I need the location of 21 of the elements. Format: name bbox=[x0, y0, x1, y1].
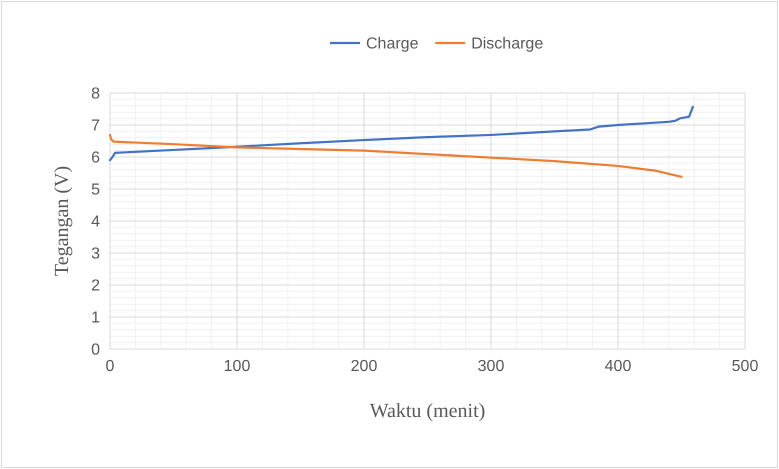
y-tick-label: 4 bbox=[91, 214, 100, 231]
x-tick-label: 200 bbox=[350, 358, 378, 375]
y-tick-label: 7 bbox=[91, 118, 100, 135]
y-tick-label: 8 bbox=[91, 86, 100, 103]
legend-label: Charge bbox=[366, 36, 419, 53]
y-axis-title: Tegangan (V) bbox=[51, 166, 73, 276]
y-tick-label: 0 bbox=[91, 342, 100, 359]
y-tick-label: 1 bbox=[91, 310, 100, 327]
line-series bbox=[108, 106, 694, 162]
legend-label: Discharge bbox=[471, 36, 544, 53]
x-tick-label: 400 bbox=[604, 358, 632, 375]
x-tick-label: 500 bbox=[732, 358, 758, 375]
x-axis-title: Waktu (menit) bbox=[370, 400, 486, 422]
x-tick-label: 300 bbox=[478, 358, 504, 375]
line-series bbox=[108, 134, 683, 178]
x-tick-label: 0 bbox=[106, 358, 115, 375]
y-tick-label: 5 bbox=[91, 182, 100, 199]
y-tick-label: 2 bbox=[91, 278, 100, 295]
y-tick-label: 6 bbox=[91, 150, 100, 167]
x-tick-label: 100 bbox=[224, 358, 250, 375]
y-tick-label: 3 bbox=[91, 246, 100, 263]
